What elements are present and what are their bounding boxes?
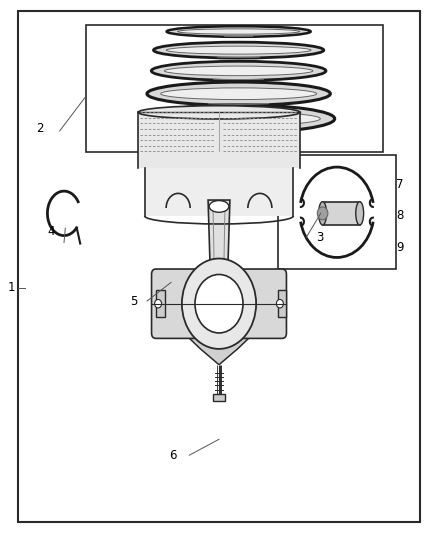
Bar (278, 155, 396, 269)
Text: 5: 5 (130, 295, 138, 308)
Bar (278, 290, 286, 317)
Ellipse shape (166, 46, 311, 54)
Circle shape (155, 300, 162, 308)
Bar (156, 290, 165, 317)
Circle shape (195, 274, 243, 333)
Polygon shape (208, 200, 230, 301)
Bar (138, 112, 300, 168)
Polygon shape (156, 306, 282, 365)
Ellipse shape (153, 42, 324, 58)
Text: 9: 9 (396, 241, 404, 254)
Ellipse shape (161, 88, 317, 100)
Ellipse shape (147, 82, 330, 106)
Ellipse shape (164, 66, 313, 76)
Bar (145, 168, 293, 216)
FancyBboxPatch shape (152, 269, 286, 338)
Ellipse shape (209, 200, 229, 212)
Circle shape (182, 259, 256, 349)
Text: 3: 3 (316, 231, 323, 244)
Ellipse shape (356, 201, 364, 225)
Ellipse shape (138, 106, 300, 119)
Text: 6: 6 (170, 449, 177, 462)
Text: 8: 8 (396, 209, 404, 222)
Circle shape (317, 207, 328, 220)
Ellipse shape (157, 112, 320, 126)
Text: 4: 4 (47, 225, 55, 238)
Circle shape (276, 300, 283, 308)
Ellipse shape (177, 29, 300, 34)
Text: 7: 7 (396, 177, 404, 191)
Polygon shape (213, 394, 225, 401)
Text: 1: 1 (8, 281, 15, 294)
Bar (322, 201, 360, 225)
Ellipse shape (143, 105, 335, 133)
Ellipse shape (151, 61, 326, 80)
Ellipse shape (319, 201, 326, 225)
Bar (86, 25, 383, 152)
Ellipse shape (166, 26, 311, 37)
Text: 2: 2 (36, 122, 44, 135)
